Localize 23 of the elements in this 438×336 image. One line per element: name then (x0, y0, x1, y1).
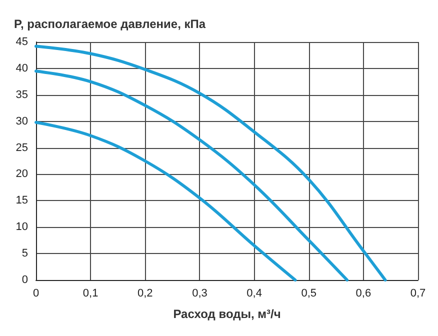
y-tick-label: 15 (16, 194, 28, 207)
y-tick-label: 40 (16, 62, 28, 74)
line-series (34, 120, 297, 282)
y-tick-label: 45 (16, 36, 28, 48)
line-series (34, 44, 387, 282)
x-tick-label: 0,4 (246, 288, 262, 300)
y-tick-label: 10 (16, 221, 28, 234)
y-tick-label: 30 (16, 115, 28, 128)
x-tick-label: 0 (32, 288, 40, 300)
x-tick-label: 0,3 (192, 288, 208, 300)
y-tick-label: 20 (16, 168, 28, 180)
x-axis-title: Расход воды, м³/ч (173, 307, 281, 321)
y-tick-label: 5 (22, 248, 28, 260)
line-series (34, 70, 349, 282)
x-tick-label: 0,2 (137, 288, 153, 300)
y-axis-title: P, располагаемое давление, кПа (14, 17, 206, 31)
x-tick-label: 0,5 (301, 288, 317, 300)
x-tick-label: 0,6 (356, 288, 372, 300)
x-tick-label: 0,7 (410, 288, 426, 300)
y-tick-label: 0 (22, 274, 28, 286)
y-tick-label: 25 (16, 142, 28, 154)
y-tick-label: 35 (16, 88, 28, 101)
x-tick-label: 0,1 (82, 288, 98, 300)
